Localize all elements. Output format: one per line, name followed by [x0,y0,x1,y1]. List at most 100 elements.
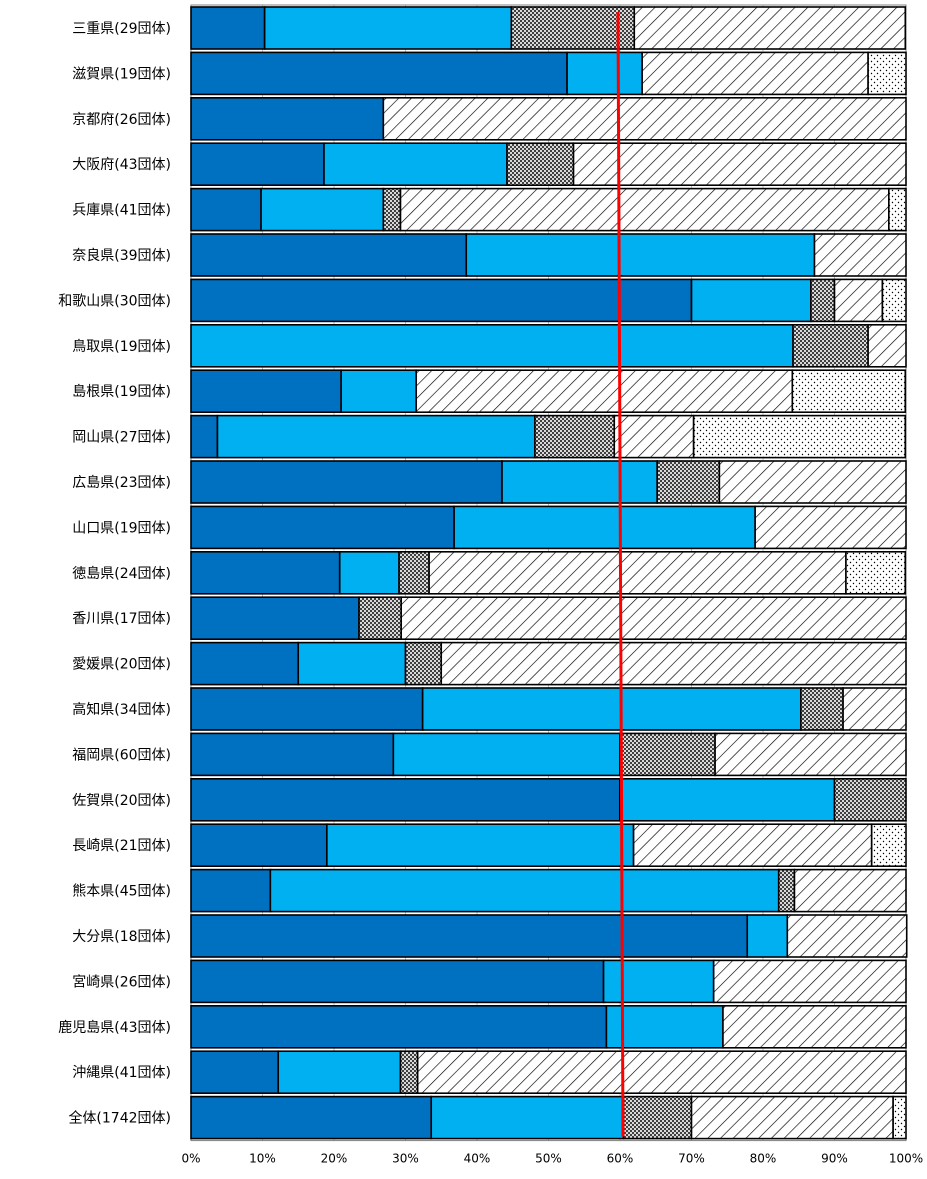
bar-segment [190,1004,608,1049]
bar-segment [399,187,890,232]
bar-segment [382,97,907,141]
bar-segment [501,460,658,504]
bar-segment [622,1095,693,1140]
x-tick-label: 100% [889,1152,923,1166]
bar-segment [190,414,219,459]
bar-segment [510,6,636,50]
x-tick-label: 90% [821,1152,848,1166]
bar-segment [392,732,621,777]
bar-segment [833,278,884,323]
bar-segment [867,323,907,368]
x-tick-label: 10% [249,1152,276,1166]
category-label: 香川県(17団体) [72,611,171,627]
reference-line [616,11,625,1137]
bar-segment [323,142,508,186]
bar-segment [534,414,616,459]
bar-segment [633,6,907,50]
bar-segment [833,777,907,822]
bar-segment [190,369,342,414]
bar-segment [190,550,341,595]
x-tick-label: 60% [607,1152,634,1166]
bar-segment [619,777,836,822]
category-label: 島根県(19団体) [72,384,171,400]
bar-segment [605,1004,724,1049]
category-label: 沖縄県(41団体) [72,1065,171,1081]
bar-segment [190,959,605,1004]
bar-segment [216,414,536,459]
bar-segment [190,323,794,368]
bar-segment [792,323,869,368]
bar-segment [340,369,418,414]
bar-segment [358,596,403,641]
bar-segment [190,868,272,913]
category-label: 鹿児島県(43団体) [58,1019,171,1036]
bar-segment [786,914,908,958]
bar-segment [190,687,424,731]
category-label: 広島県(23団体) [72,475,171,491]
category-label: 福岡県(60団体) [72,747,171,763]
bar-segment [845,550,907,595]
bar-segment [399,1050,419,1094]
category-label: 鳥取県(19団体) [72,339,171,355]
category-label: 三重県(29団体) [72,21,171,37]
bar-segment [190,460,503,504]
bar-segment [810,278,836,323]
bar-segment [190,187,262,232]
bar-segment [453,505,756,550]
bar-segment [867,51,907,96]
x-tick-label: 20% [321,1152,348,1166]
bar-segment [641,51,869,96]
x-tick-label: 50% [535,1152,562,1166]
bar-segment [506,142,575,186]
bar-segment [754,505,907,550]
bar-segment [440,641,907,686]
bar-segment [777,868,796,913]
bar-segment [382,187,402,232]
bar-segment [690,278,812,323]
bar-segment [326,823,635,868]
bar-segment [190,142,325,186]
category-label: 宮崎県(26団体) [72,974,171,990]
category-label: 大阪府(43団体) [72,157,171,173]
bar-segment [190,1095,433,1140]
bar-segment [190,914,749,958]
bar-segment [690,1095,894,1140]
bar-segment [421,687,802,731]
bar-segment [712,959,907,1004]
bar-segment [746,914,789,958]
x-tick-label: 70% [678,1152,705,1166]
bar-segment [791,369,907,414]
bar-segment [714,732,907,777]
bar-segment [190,97,385,141]
bar-segment [842,687,907,731]
category-label: 熊本県(45団体) [72,884,171,900]
bar-segment [722,1004,907,1049]
category-label: 滋賀県(19団体) [72,66,171,82]
bar-segment [190,6,266,50]
bar-segment [800,687,844,731]
category-label: 高知県(34団体) [72,701,171,718]
bar-segment [692,414,907,459]
bar-segment [398,550,430,595]
bar-segment [888,187,907,232]
bar-segment [613,414,695,459]
x-tick-label: 80% [750,1152,777,1166]
x-tick-label: 0% [181,1152,200,1166]
bar-segment [190,505,455,550]
bar-segment [190,596,360,641]
bar-segment [260,187,385,232]
bar-segment [619,732,716,777]
bar-segment [190,732,395,777]
bar-segment [465,233,816,277]
bar-segment [190,777,621,822]
bar-segment [269,868,780,913]
bar-segment [190,233,468,277]
bar-segment [718,460,907,504]
bar-segment [338,550,400,595]
category-label: 全体(1742団体) [68,1110,171,1127]
bar-segment [870,823,907,868]
bar-segment [190,1050,280,1094]
bar-segment [277,1050,402,1094]
